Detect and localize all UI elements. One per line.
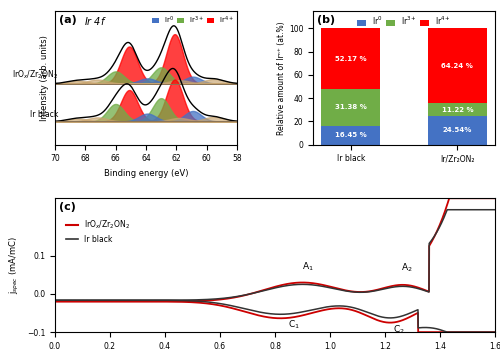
Bar bbox=[428, 116, 486, 145]
Text: 11.22 %: 11.22 % bbox=[442, 106, 473, 113]
Bar bbox=[322, 89, 380, 126]
Legend: IrO$_x$/Zr$_2$ON$_2$, Ir black: IrO$_x$/Zr$_2$ON$_2$, Ir black bbox=[63, 216, 133, 247]
Text: (b): (b) bbox=[317, 15, 335, 25]
Text: 31.38 %: 31.38 % bbox=[335, 104, 366, 110]
Bar bbox=[428, 28, 486, 103]
Legend: Ir$^0$, Ir$^{3+}$, Ir$^{4+}$: Ir$^0$, Ir$^{3+}$, Ir$^{4+}$ bbox=[149, 12, 237, 29]
Text: A$_1$: A$_1$ bbox=[302, 260, 314, 273]
Text: Ir black: Ir black bbox=[30, 109, 58, 118]
Text: 16.45 %: 16.45 % bbox=[335, 132, 366, 138]
Legend: Ir$^0$, Ir$^{3+}$, Ir$^{4+}$: Ir$^0$, Ir$^{3+}$, Ir$^{4+}$ bbox=[354, 12, 454, 30]
Text: (c): (c) bbox=[60, 202, 76, 212]
Bar bbox=[322, 28, 380, 89]
Text: 52.17 %: 52.17 % bbox=[335, 56, 366, 62]
Text: C$_2$: C$_2$ bbox=[393, 324, 404, 336]
Text: 64.24 %: 64.24 % bbox=[442, 63, 474, 69]
Y-axis label: j$_{spec}$ (mA/mC): j$_{spec}$ (mA/mC) bbox=[8, 236, 22, 294]
Text: (a): (a) bbox=[58, 15, 76, 25]
Y-axis label: Relative amount of Irⁿ⁺ (at.%): Relative amount of Irⁿ⁺ (at.%) bbox=[277, 21, 286, 135]
Text: C$_1$: C$_1$ bbox=[288, 319, 300, 331]
Text: Ir 4$f$: Ir 4$f$ bbox=[84, 15, 107, 27]
Y-axis label: Intensity (arb. units): Intensity (arb. units) bbox=[40, 35, 50, 121]
Bar bbox=[322, 126, 380, 145]
X-axis label: Binding energy (eV): Binding energy (eV) bbox=[104, 169, 188, 178]
Text: A$_2$: A$_2$ bbox=[401, 261, 413, 274]
Text: IrO$_x$/Zr$_2$ON$_2$: IrO$_x$/Zr$_2$ON$_2$ bbox=[12, 68, 58, 81]
Text: 24.54%: 24.54% bbox=[442, 127, 472, 134]
Bar bbox=[428, 103, 486, 116]
